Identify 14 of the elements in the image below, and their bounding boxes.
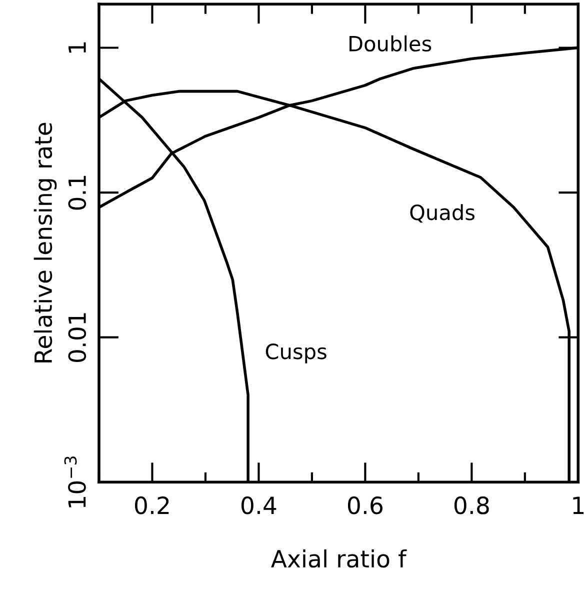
y-axis-title: Relative lensing rate [34,122,57,362]
series-label: Cusps [266,344,326,364]
y-tick-label: 1 [68,42,86,53]
y-tick-label: 10$^{−3}$ [64,456,86,508]
x-tick-label: 0.2 [135,496,169,514]
x-tick-label: 0.8 [454,496,489,514]
x-tick-label: 0.6 [348,496,382,514]
y-tick-label: 0.1 [68,176,86,210]
y-tick-label: 0.01 [68,313,86,362]
x-tick-label: 1 [573,496,584,514]
x-axis-title: Axial ratio f [271,549,407,568]
legend-label: Doubles [350,35,432,52]
x-tick-label: 0.4 [241,496,276,514]
series-label: Quads [410,204,474,223]
